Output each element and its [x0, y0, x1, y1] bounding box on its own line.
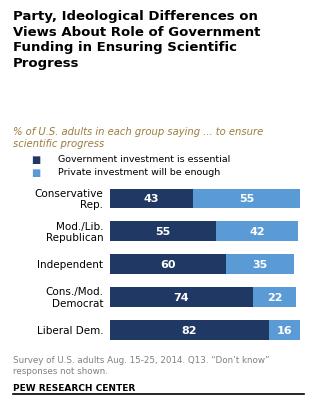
- Text: ■: ■: [31, 154, 41, 164]
- Text: 43: 43: [144, 194, 159, 204]
- Bar: [216, 222, 298, 242]
- Text: 35: 35: [252, 260, 268, 269]
- Text: Cons./Mod.
Democrat: Cons./Mod. Democrat: [45, 287, 103, 308]
- Text: 42: 42: [249, 227, 265, 237]
- Bar: [269, 320, 300, 340]
- Text: 22: 22: [267, 293, 282, 302]
- Text: Private investment will be enough: Private investment will be enough: [58, 167, 220, 176]
- Bar: [110, 320, 269, 340]
- Bar: [110, 189, 193, 209]
- Text: Mod./Lib.
Republican: Mod./Lib. Republican: [46, 221, 103, 243]
- Bar: [110, 288, 253, 308]
- Text: % of U.S. adults in each group saying ... to ensure
scientific progress: % of U.S. adults in each group saying ..…: [13, 126, 263, 149]
- Text: 60: 60: [160, 260, 176, 269]
- Text: 82: 82: [181, 326, 197, 335]
- Text: Independent: Independent: [37, 260, 103, 269]
- Text: 74: 74: [173, 293, 189, 302]
- Text: Government investment is essential: Government investment is essential: [58, 154, 230, 163]
- Bar: [253, 288, 296, 308]
- Text: Party, Ideological Differences on
Views About Role of Government
Funding in Ensu: Party, Ideological Differences on Views …: [13, 10, 260, 69]
- Bar: [110, 222, 216, 242]
- Text: 16: 16: [276, 326, 292, 335]
- Text: Liberal Dem.: Liberal Dem.: [37, 326, 103, 335]
- Text: Survey of U.S. adults Aug. 15-25, 2014. Q13. “Don’t know”
responses not shown.: Survey of U.S. adults Aug. 15-25, 2014. …: [13, 355, 269, 375]
- Bar: [110, 255, 226, 275]
- Bar: [193, 189, 300, 209]
- Bar: [226, 255, 294, 275]
- Text: ■: ■: [31, 167, 41, 177]
- Text: 55: 55: [155, 227, 171, 237]
- Text: Conservative
Rep.: Conservative Rep.: [34, 188, 103, 210]
- Text: PEW RESEARCH CENTER: PEW RESEARCH CENTER: [13, 383, 135, 392]
- Text: 55: 55: [239, 194, 254, 204]
